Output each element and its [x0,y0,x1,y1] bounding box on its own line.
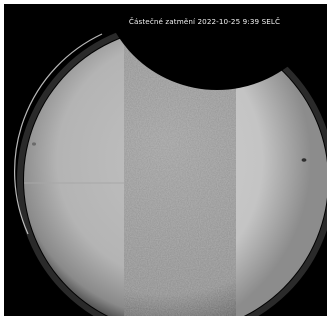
sunspot [301,158,307,162]
sunspot-left [32,142,36,146]
eclipse-image [4,4,327,316]
moon-silhouette [103,4,327,90]
limb-highlight [14,33,103,235]
eclipse-photo: Částečné zatmění 2022-10-25 9:39 SELČ [4,4,327,316]
photo-caption: Částečné zatmění 2022-10-25 9:39 SELČ [128,17,281,26]
